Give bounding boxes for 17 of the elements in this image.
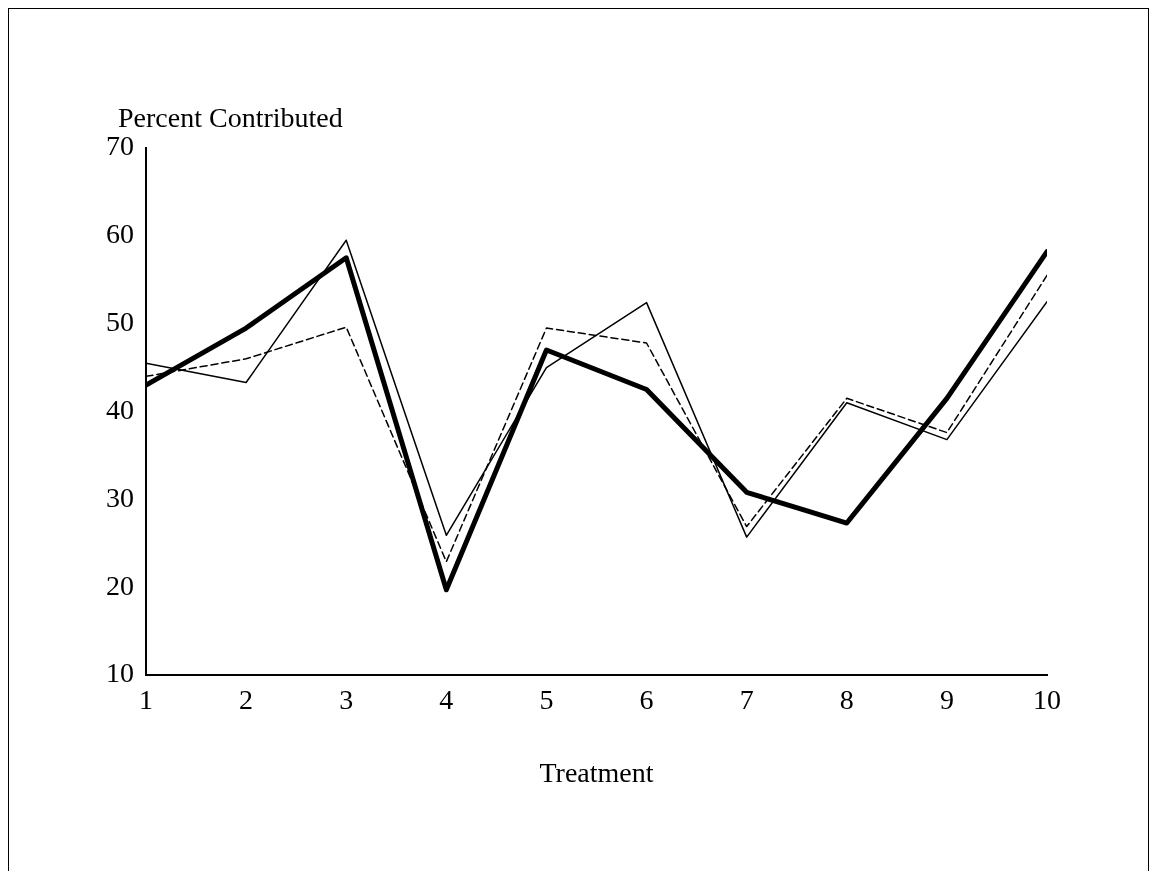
- x-tick-label: 3: [339, 684, 354, 716]
- x-tick-label: 1: [139, 684, 153, 716]
- x-tick-label: 7: [739, 684, 754, 716]
- y-tick-label: 10: [106, 657, 134, 689]
- y-tick-label: 40: [106, 393, 134, 425]
- y-tick-label: 50: [106, 306, 134, 338]
- y-tick-label: 60: [106, 218, 134, 250]
- x-tick-label: 2: [239, 684, 254, 716]
- x-tick-label: 9: [939, 684, 954, 716]
- y-tick-label: 30: [106, 481, 134, 513]
- x-tick-label: 6: [639, 684, 654, 716]
- x-tick-label: 4: [439, 684, 454, 716]
- x-axis-title: Treatment: [539, 756, 654, 788]
- x-tick-label: 10: [1033, 684, 1061, 716]
- x-tick-label: 5: [539, 684, 554, 716]
- x-tick-label: 8: [839, 684, 854, 716]
- y-tick-label: 20: [106, 569, 134, 601]
